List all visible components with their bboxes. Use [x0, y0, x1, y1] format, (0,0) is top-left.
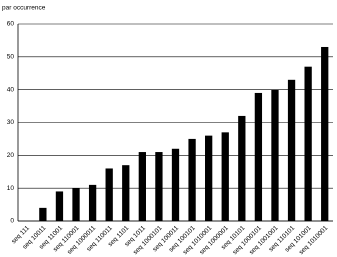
bar: [39, 207, 47, 221]
bar: [254, 92, 263, 221]
bar: [138, 152, 146, 221]
y-tick-label: 0: [10, 218, 14, 225]
y-tick-label: 40: [7, 86, 15, 93]
bar: [271, 89, 279, 222]
y-tick-label: 60: [7, 21, 15, 28]
y-tick-label: 50: [7, 54, 15, 61]
bar: [321, 46, 329, 221]
y-tick-label: 10: [7, 185, 15, 192]
bar: [171, 148, 180, 221]
bar: [304, 66, 312, 221]
bar: [221, 132, 229, 221]
chart-title: par occurrence: [2, 5, 46, 12]
bar: [238, 115, 246, 221]
bar: [155, 152, 163, 221]
bar: [287, 79, 296, 221]
bar: [88, 184, 97, 221]
bar: [55, 191, 64, 221]
y-tick-label: 20: [7, 152, 15, 159]
bar: [188, 138, 196, 221]
bar: [205, 135, 213, 221]
bar: [105, 168, 113, 221]
bar: [72, 188, 80, 221]
bar: [122, 165, 130, 221]
y-tick-label: 30: [7, 119, 15, 126]
